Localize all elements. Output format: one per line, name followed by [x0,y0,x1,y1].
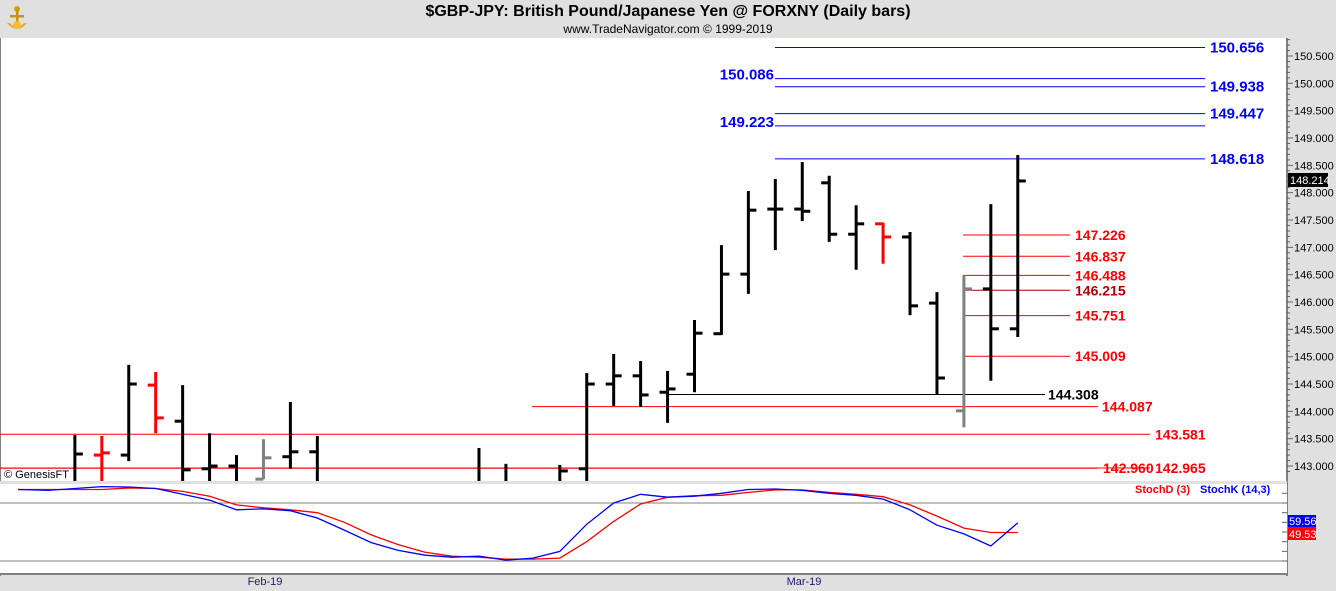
trade-navigator-logo-icon [7,6,27,29]
ohlc-bar [875,222,892,264]
level-label-145-009: 145.009 [1075,348,1126,364]
ohlc-bar [558,464,568,481]
ohlc-bar [147,371,164,434]
date-axis[interactable]: Feb-19 Mar-19 [248,576,822,588]
ohlc-bar [120,364,137,462]
ohlc-bar [578,373,595,481]
ohlc-bar [902,232,919,316]
price-axis-label: 144.000 [1294,406,1334,418]
ohlc-bar [174,385,191,481]
stochk-value: 59.56 [1289,516,1317,528]
last-price-box [1288,173,1328,187]
ohlc-bar [713,245,730,336]
price-axis-label: 148.000 [1294,188,1334,200]
stochastic-pane[interactable] [0,484,1287,574]
legend-stochk: StochK (14,3) [1200,484,1271,496]
chart-subtitle: www.TradeNavigator.com © 1999-2019 [563,22,773,36]
ohlc-bar [632,361,649,407]
ohlc-bar [955,275,972,428]
stochd-value: 49.53 [1289,529,1317,541]
price-pane[interactable] [0,38,1287,481]
level-label-147-226: 147.226 [1075,227,1126,243]
level-label-149-447: 149.447 [1210,106,1264,123]
stochk-value-box [1288,515,1316,527]
ohlc-bars [73,154,1026,481]
level-labels: 150.656 150.086 149.938 149.447 149.223 148.6… [720,39,1264,476]
price-axis-label: 145.000 [1294,352,1334,364]
pane-separator[interactable] [0,481,1287,484]
ohlc-bar [309,435,319,481]
ohlc-bar [605,353,622,406]
stoch-axis [1282,492,1287,562]
level-label-144-308: 144.308 [1048,387,1099,403]
level-label-146-215: 146.215 [1075,282,1126,298]
level-label-150-656: 150.656 [1210,39,1264,56]
ohlc-bar [982,204,999,381]
level-label-144-087: 144.087 [1102,399,1153,415]
ohlc-bar [282,402,299,469]
date-axis-label-mar: Mar-19 [787,576,822,588]
ohlc-bar [477,447,481,481]
level-label-142-965: 142.965 [1155,460,1206,476]
ohlc-bar [659,370,676,423]
ohlc-bar [740,191,757,294]
price-axis-label: 149.500 [1294,106,1334,118]
ohlc-bar [686,320,703,393]
legend-stochd: StochD (3) [1135,484,1190,496]
last-price-label: 148.214 [1290,175,1330,187]
ohlc-bar [794,162,811,222]
level-label-146-837: 146.837 [1075,248,1126,264]
chart-header: $GBP-JPY: British Pound/Japanese Yen @ F… [0,0,1336,38]
price-axis-label: 143.000 [1294,461,1334,473]
price-axis-label: 146.500 [1294,270,1334,282]
level-label-148-618: 148.618 [1210,151,1264,168]
stochk-line [17,485,1019,561]
level-label-149-223: 149.223 [720,114,774,131]
price-axis-label: 150.000 [1294,78,1334,90]
price-axis-label: 146.000 [1294,297,1334,309]
level-label-150-086: 150.086 [720,67,774,84]
price-axis-label: 144.500 [1294,379,1334,391]
date-axis-label-feb: Feb-19 [248,576,283,588]
ohlc-bar [228,455,239,481]
ohlc-bar [821,175,838,242]
chart-title: $GBP-JPY: British Pound/Japanese Yen @ F… [425,3,911,20]
price-axis-label: 147.500 [1294,215,1334,227]
level-label-149-938: 149.938 [1210,79,1264,96]
ohlc-bar [93,435,110,481]
price-axis-label: 149.000 [1294,133,1334,145]
stochd-value-box [1288,527,1316,540]
price-axis[interactable]: 150.500 150.000 149.500 149.000 148.500 148.0… [1287,39,1334,473]
ohlc-bar [767,179,784,251]
ohlc-bar [255,439,272,481]
price-axis-label: 148.500 [1294,160,1334,172]
price-axis-label: 147.000 [1294,242,1334,254]
level-label-142-960: 142.960 [1103,460,1154,476]
ohlc-bar [928,292,945,395]
price-axis-label: 150.500 [1294,51,1334,63]
level-label-146-488: 146.488 [1075,267,1126,283]
price-axis-label: 145.500 [1294,324,1334,336]
stoch-lines [17,485,1019,561]
price-axis-label: 143.500 [1294,434,1334,446]
ohlc-bar [73,434,83,481]
level-label-143-581: 143.581 [1155,426,1206,442]
level-label-145-751: 145.751 [1075,308,1126,324]
ohlc-bar [1009,154,1026,338]
ohlc-bar [504,463,508,481]
ohlc-bar [848,205,865,270]
ohlc-bar [201,433,218,481]
genesis-watermark: © GenesisFT [4,469,69,481]
